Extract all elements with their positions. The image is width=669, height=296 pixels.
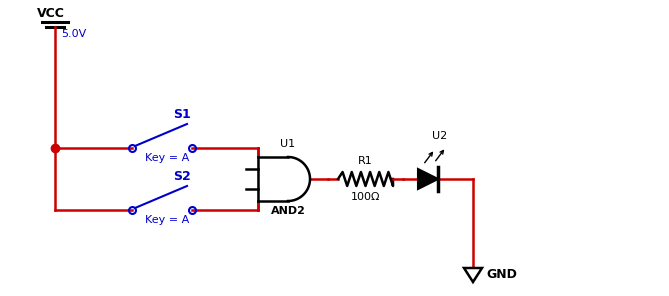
Text: S1: S1: [173, 108, 191, 121]
Text: 5.0V: 5.0V: [61, 29, 86, 39]
Text: Key = A: Key = A: [145, 215, 189, 225]
Polygon shape: [464, 268, 482, 282]
Text: R1: R1: [358, 156, 373, 166]
Text: 100Ω: 100Ω: [351, 192, 380, 202]
Text: U1: U1: [280, 139, 296, 149]
Text: VCC: VCC: [37, 7, 65, 20]
Text: U2: U2: [432, 131, 448, 141]
Polygon shape: [418, 169, 438, 189]
Text: GND: GND: [486, 268, 517, 281]
Text: AND2: AND2: [270, 206, 306, 216]
Polygon shape: [258, 157, 310, 201]
Text: Key = A: Key = A: [145, 153, 189, 163]
Text: S2: S2: [173, 170, 191, 183]
